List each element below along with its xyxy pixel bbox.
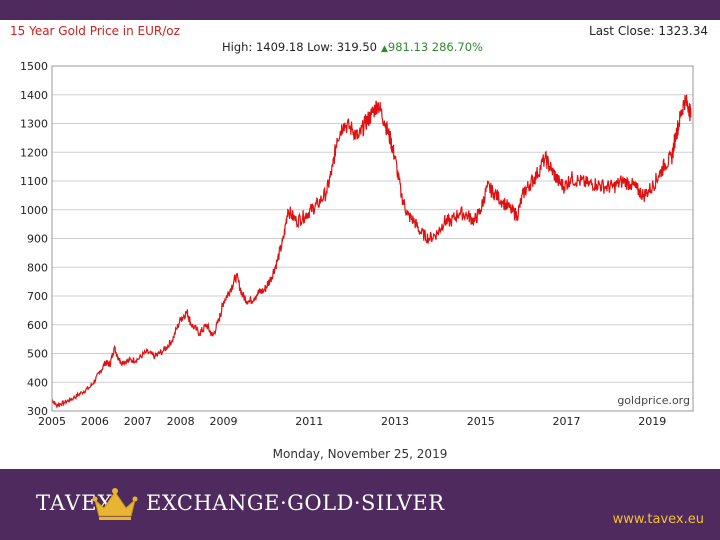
date-line: Monday, November 25, 2019 — [0, 447, 720, 461]
x-tick-label: 2007 — [124, 415, 152, 428]
y-tick-label: 700 — [27, 290, 48, 303]
x-tick-label: 2009 — [210, 415, 238, 428]
y-axis-ticks: 1500 1400 1300 1200 1100 1000 900 800 700 600 500 4… — [20, 60, 48, 418]
series-line-gold-price — [51, 94, 692, 409]
x-tick-label: 2006 — [81, 415, 109, 428]
stats-high-low: High: 1409.18 Low: 319.50 — [222, 40, 377, 54]
brand-exchange-gold-silver: EXCHANGE·GOLD·SILVER — [146, 491, 445, 515]
website-link[interactable]: www.tavex.eu — [612, 512, 704, 527]
date-text: Monday, November 25, 2019 — [272, 447, 448, 461]
y-tick-label: 400 — [27, 376, 48, 389]
gold-price-chart: 1500 1400 1300 1200 1100 1000 900 800 700 600 500 4… — [20, 60, 694, 428]
x-tick-label: 2015 — [467, 415, 495, 428]
y-tick-label: 1200 — [20, 146, 48, 159]
y-tick-label: 900 — [27, 233, 48, 246]
plot-border — [51, 65, 694, 412]
stats-change: 981.13 286.70% — [387, 40, 483, 54]
crown-icon — [92, 488, 138, 520]
y-tick-label: 800 — [27, 261, 48, 274]
top-bar — [0, 0, 720, 20]
x-tick-label: 2019 — [638, 415, 666, 428]
chart-title: 15 Year Gold Price in EUR/oz — [10, 24, 180, 38]
stats-line: High: 1409.18 Low: 319.50 ▲981.13 286.70% — [222, 40, 483, 54]
y-tick-label: 300 — [27, 405, 48, 418]
y-tick-label: 1300 — [20, 118, 48, 131]
y-tick-label: 1400 — [20, 89, 48, 102]
x-tick-label: 2017 — [553, 415, 581, 428]
gridlines — [52, 65, 693, 412]
footer: TAVEX EXCHANGE·GOLD·SILVER www.tavex.eu — [0, 469, 720, 540]
last-close: Last Close: 1323.34 — [589, 24, 708, 38]
x-tick-label: 2011 — [295, 415, 323, 428]
y-tick-label: 1500 — [20, 60, 48, 73]
y-tick-label: 1000 — [20, 204, 48, 217]
watermark-goldprice: goldprice.org — [617, 394, 690, 407]
y-tick-label: 500 — [27, 348, 48, 361]
x-tick-label: 2008 — [167, 415, 195, 428]
x-tick-label: 2013 — [381, 415, 409, 428]
y-tick-label: 600 — [27, 319, 48, 332]
y-tick-label: 1100 — [20, 175, 48, 188]
up-triangle-icon: ▲ — [380, 44, 388, 54]
x-axis-ticks: 2005 2006 2007 2008 2009 2011 2013 2015 2017 2019 — [38, 415, 666, 428]
x-tick-label: 2005 — [38, 415, 66, 428]
